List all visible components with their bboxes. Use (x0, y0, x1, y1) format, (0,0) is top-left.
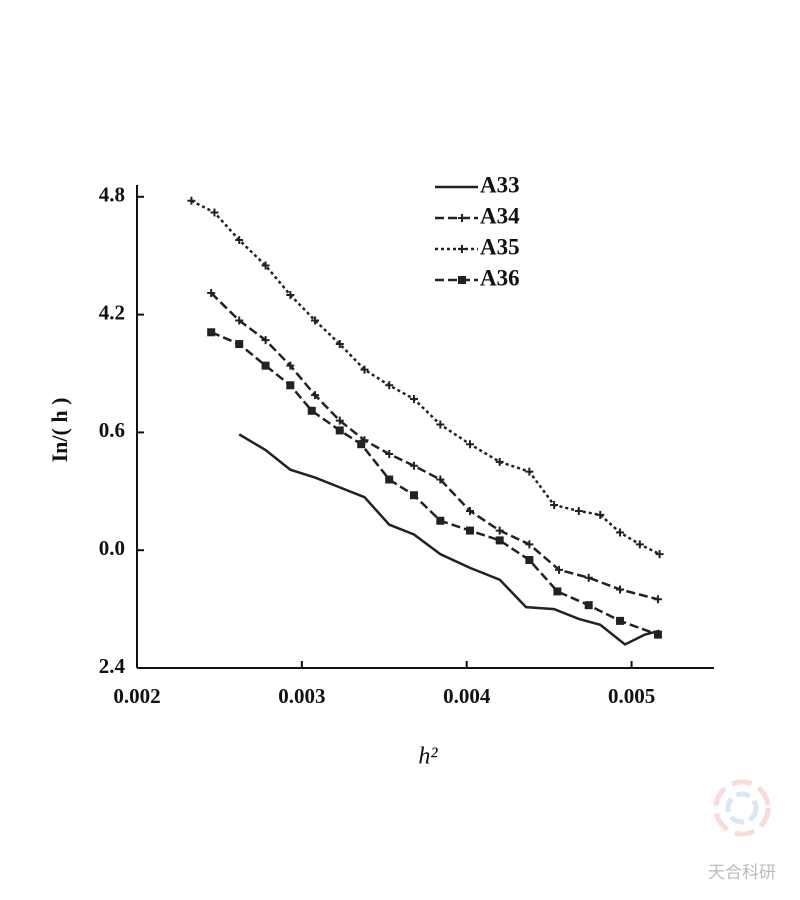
marker (261, 336, 270, 345)
marker (235, 316, 244, 325)
marker (235, 236, 244, 245)
marker (466, 526, 475, 535)
marker (436, 475, 445, 484)
legend-label: A35 (480, 234, 520, 259)
marker (207, 328, 216, 337)
marker (261, 361, 270, 370)
marker (616, 616, 625, 625)
marker (525, 540, 534, 549)
marker (553, 587, 562, 596)
marker (286, 290, 295, 299)
marker (655, 550, 664, 559)
y-tick-label: 2.4 (99, 654, 126, 678)
x-tick-label: 0.005 (608, 684, 655, 708)
x-tick-label: 0.004 (443, 684, 491, 708)
x-tick-label: 0.002 (113, 684, 160, 708)
marker (335, 340, 344, 349)
marker (635, 540, 644, 549)
marker (409, 395, 418, 404)
marker (525, 467, 534, 476)
y-tick-label: 4.8 (99, 183, 125, 207)
data-line (238, 433, 660, 646)
legend-label: A33 (480, 172, 520, 197)
marker (458, 245, 466, 253)
marker (357, 440, 366, 449)
marker (653, 630, 662, 639)
legend-label: A34 (480, 203, 520, 228)
x-tick-label: 0.003 (278, 684, 325, 708)
marker (261, 261, 270, 270)
marker (616, 528, 625, 537)
marker (458, 214, 466, 222)
y-tick-label: 0.6 (99, 418, 125, 442)
marker (584, 601, 593, 610)
marker (584, 573, 593, 582)
marker (311, 391, 320, 400)
marker (235, 340, 244, 349)
marker (385, 475, 394, 484)
marker (307, 406, 316, 415)
legend-label: A36 (480, 265, 520, 290)
x-axis-label: h² (418, 744, 438, 770)
marker (286, 361, 295, 370)
marker (495, 457, 504, 466)
marker (335, 416, 344, 425)
marker (286, 381, 295, 390)
data-line (210, 292, 659, 601)
marker (653, 595, 662, 604)
marker (466, 440, 475, 449)
marker (495, 526, 504, 535)
marker (360, 365, 369, 374)
marker (458, 276, 466, 284)
marker (311, 316, 320, 325)
marker (210, 208, 219, 217)
logo (713, 779, 771, 837)
marker (525, 556, 534, 565)
marker (555, 565, 564, 574)
marker (385, 381, 394, 390)
marker (550, 501, 559, 510)
y-tick-label: 4.2 (99, 300, 125, 324)
y-axis-label: In/( h ) (47, 398, 72, 463)
marker (436, 420, 445, 429)
marker (495, 536, 504, 545)
marker (187, 196, 196, 205)
watermark: 天合科研 (708, 863, 776, 883)
marker (335, 426, 344, 435)
data-line (190, 199, 661, 556)
marker (436, 516, 445, 525)
marker (409, 491, 418, 500)
data-line (210, 331, 659, 636)
marker (574, 506, 583, 515)
marker (385, 450, 394, 459)
marker (596, 510, 605, 519)
marker (409, 461, 418, 470)
marker (466, 506, 475, 515)
marker (616, 585, 625, 594)
y-tick-label: 0.0 (99, 536, 125, 560)
marker (207, 289, 216, 298)
